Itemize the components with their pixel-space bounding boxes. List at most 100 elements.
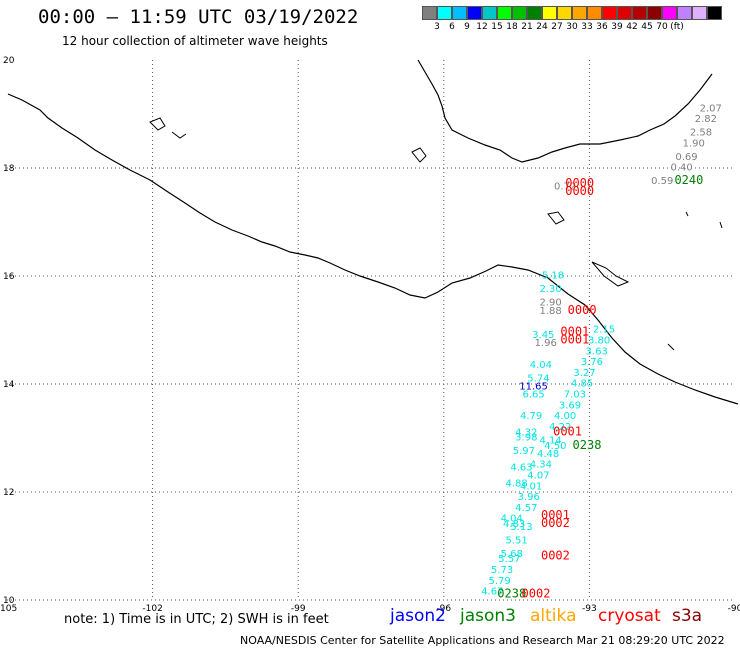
x-tick-label: -99 xyxy=(291,604,306,614)
satellite-jason2: jason2 xyxy=(390,606,446,626)
legend-label: 30 xyxy=(566,22,578,32)
legend-swatch xyxy=(467,6,482,20)
lake xyxy=(547,211,565,225)
pass-time-label: 0238 xyxy=(497,586,526,600)
satellite-jason3: jason3 xyxy=(460,606,516,626)
wave-height-value: 3.80 xyxy=(588,336,610,347)
legend-swatch xyxy=(647,6,662,20)
wave-height-value: 3.63 xyxy=(586,346,608,357)
wave-height-value: 2.90 xyxy=(539,298,561,309)
legend-label: 9 xyxy=(464,22,470,32)
legend-swatch xyxy=(437,6,452,20)
x-tick-label: -90 xyxy=(728,604,740,614)
wave-height-value: 0.40 xyxy=(670,163,692,174)
pacific-coastline xyxy=(7,93,739,405)
wave-height-value: 5.68 xyxy=(501,549,523,560)
pass-time-label: 0000 xyxy=(568,303,597,317)
wave-height-value: 4.67 xyxy=(481,587,503,598)
wave-height-value: 4.22 xyxy=(549,422,571,433)
legend-swatch xyxy=(587,6,602,20)
wave-height-value: 1.90 xyxy=(683,138,705,149)
legend-labels: 3 6 9 12 15 18 21 24 27 30 33 36 39 42 45 70 (ft) xyxy=(422,20,722,34)
pass-time-label: 0001 xyxy=(541,508,570,522)
gulf-coastline xyxy=(417,59,713,163)
wave-height-value: 4.48 xyxy=(537,449,559,460)
pass-time-label: 0000 xyxy=(565,176,594,190)
wave-height-labels: 2.072.82 2.581.90 0.690.40 0.59 0.72 5.18 2.30… xyxy=(481,103,722,597)
legend-swatch xyxy=(602,6,617,20)
wave-height-value: 4.07 xyxy=(527,471,549,482)
legend-swatch xyxy=(497,6,512,20)
wave-height-value: 2.58 xyxy=(690,128,712,139)
wave-height-value: 4.83 xyxy=(503,519,525,530)
wave-height-value: 11.65 xyxy=(519,381,548,392)
y-tick-label: 12 xyxy=(3,488,14,498)
wave-height-value: 3.69 xyxy=(559,400,581,411)
wave-height-value: 0.72 xyxy=(554,182,576,193)
lake-2 xyxy=(591,261,630,287)
pass-time-labels: 0000000002400000000100010001023800010002… xyxy=(497,173,703,600)
x-tick-label: -102 xyxy=(142,604,162,614)
legend-label: 42 xyxy=(626,22,638,32)
wave-height-value: 4.88 xyxy=(505,479,527,490)
x-tick-label: -93 xyxy=(582,604,597,614)
wave-height-value: 4.04 xyxy=(530,360,552,371)
small-island xyxy=(685,211,689,217)
credit-text: NOAA/NESDIS Center for Satellite Applica… xyxy=(240,634,725,647)
legend-label: 18 xyxy=(506,22,518,32)
y-tick-label: 10 xyxy=(3,596,15,606)
lat-lon-grid xyxy=(7,60,735,601)
legend-label: 21 xyxy=(521,22,533,32)
pass-time-label: 0002 xyxy=(541,516,570,530)
legend-swatch xyxy=(542,6,557,20)
pass-time-label: 0000 xyxy=(565,184,594,198)
wave-height-value: 6.65 xyxy=(522,390,544,401)
wave-height-value: 4.85 xyxy=(571,379,593,390)
legend-label: 3 xyxy=(434,22,440,32)
wave-height-value: 3.98 xyxy=(515,433,537,444)
wave-height-value: 1.88 xyxy=(539,306,561,317)
pass-time-label: 0238 xyxy=(573,438,602,452)
wave-height-value: 4.79 xyxy=(520,411,542,422)
legend-swatch xyxy=(572,6,587,20)
small-coast xyxy=(667,343,675,351)
axis-tick-labels: -105 -102 -99 -96 -93 -90 20 18 16 14 12 10 xyxy=(0,56,740,614)
wave-height-value: 4.32 xyxy=(515,427,537,438)
wave-height-value: 7.03 xyxy=(564,390,586,401)
y-tick-label: 16 xyxy=(3,272,15,282)
y-tick-label: 14 xyxy=(3,380,15,390)
legend-label: 27 xyxy=(551,22,563,32)
color-legend: 3 6 9 12 15 18 21 24 27 30 33 36 39 42 45 70 (ft) xyxy=(422,6,722,34)
wave-height-value: 4.04 xyxy=(501,514,523,525)
wave-height-value: 5.79 xyxy=(488,576,510,587)
pass-time-label: 0001 xyxy=(560,333,589,347)
y-tick-label: 20 xyxy=(3,56,15,66)
satellite-cryosat: cryosat xyxy=(598,606,661,626)
legend-swatch xyxy=(557,6,572,20)
legend-label: 39 xyxy=(611,22,623,32)
pass-time-label: 0002 xyxy=(522,586,551,600)
pass-time-label: 0001 xyxy=(560,324,589,338)
satellite-s3a: s3a xyxy=(672,606,703,626)
wave-height-value: 0.69 xyxy=(675,152,697,163)
legend-unit: (ft) xyxy=(670,22,684,32)
wave-height-value: 4.34 xyxy=(530,460,552,471)
legend-swatch xyxy=(617,6,632,20)
legend-label: 45 xyxy=(641,22,653,32)
wave-height-value: 5.74 xyxy=(527,373,549,384)
wave-height-value: 0.59 xyxy=(651,176,673,187)
legend-swatch xyxy=(692,6,707,20)
small-island-2 xyxy=(719,221,723,229)
pass-time-label: 0002 xyxy=(541,549,570,563)
wave-height-value: 3.76 xyxy=(581,357,603,368)
island xyxy=(411,147,427,163)
wave-height-value: 2.15 xyxy=(593,325,615,336)
legend-swatch xyxy=(707,6,722,20)
wave-height-value: 4.63 xyxy=(510,462,532,473)
wave-height-value: 5.51 xyxy=(505,535,527,546)
wave-height-value: 5.18 xyxy=(542,271,564,282)
legend-swatch xyxy=(482,6,497,20)
wave-height-value: 5.73 xyxy=(491,565,513,576)
wave-height-value: 3.27 xyxy=(573,368,595,379)
x-tick-label: -105 xyxy=(0,604,17,614)
